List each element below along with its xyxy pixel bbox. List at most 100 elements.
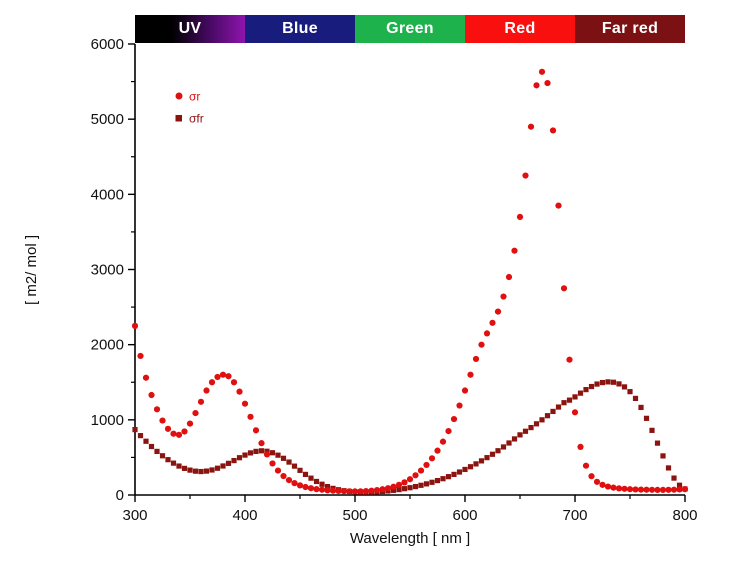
data-point (264, 448, 270, 454)
data-point (253, 448, 259, 455)
data-point (308, 475, 314, 481)
data-point (627, 389, 633, 395)
data-point (192, 468, 199, 474)
data-point (528, 424, 534, 431)
data-point (219, 371, 227, 378)
data-point (307, 485, 315, 492)
data-point (527, 123, 535, 130)
data-point (241, 400, 249, 407)
data-point (632, 395, 639, 402)
data-point (517, 432, 523, 438)
data-point (423, 461, 430, 469)
data-point (555, 404, 562, 410)
data-point (495, 448, 501, 454)
data-point (681, 486, 689, 493)
data-point (621, 485, 628, 492)
legend-marker-square (175, 115, 182, 122)
data-point (473, 461, 479, 467)
series-σr (131, 68, 689, 495)
data-point (594, 381, 600, 387)
data-point (643, 486, 650, 493)
data-point (533, 421, 540, 427)
data-point (533, 82, 540, 89)
data-point (247, 413, 254, 420)
data-point (384, 485, 392, 492)
data-point (500, 444, 507, 450)
data-point (577, 390, 584, 396)
data-point (599, 379, 606, 386)
data-point (593, 478, 601, 485)
legend-label: σfr (189, 112, 204, 126)
data-point (560, 285, 568, 292)
data-point (302, 471, 309, 478)
data-point (187, 467, 193, 473)
data-point (572, 394, 578, 400)
data-point (456, 402, 463, 409)
data-point (214, 465, 221, 471)
data-point (418, 482, 424, 488)
band-label: Green (386, 20, 434, 37)
data-point (461, 387, 469, 394)
data-point (610, 484, 617, 491)
data-point (434, 477, 441, 484)
data-point (258, 448, 265, 454)
data-point (429, 479, 435, 485)
data-point (132, 427, 138, 433)
data-point (176, 463, 182, 469)
data-point (148, 391, 155, 399)
data-point (616, 381, 622, 387)
data-point (544, 413, 551, 419)
data-point (484, 455, 490, 461)
y-ticks: 0 1000 2000 3000 4000 5000 6000 (91, 36, 135, 504)
data-point (231, 457, 237, 464)
data-point (351, 488, 359, 495)
data-point (522, 428, 529, 434)
data-point (626, 486, 634, 493)
data-point (214, 373, 221, 381)
data-point (506, 440, 512, 446)
y-tick-label: 6000 (91, 36, 124, 53)
data-point (296, 482, 304, 489)
data-point (170, 460, 177, 466)
data-point (274, 467, 282, 474)
data-point (252, 427, 260, 434)
data-point (170, 430, 177, 437)
legend-label: σr (189, 90, 200, 104)
data-point (670, 486, 678, 493)
data-point (648, 486, 656, 493)
data-point (263, 451, 271, 458)
data-point (588, 383, 595, 390)
data-point (483, 330, 491, 337)
data-point (511, 247, 518, 254)
data-point (450, 415, 458, 423)
x-tick-label: 600 (452, 507, 477, 524)
data-point (401, 486, 408, 492)
data-point (451, 471, 457, 478)
band-label: Blue (282, 20, 318, 37)
legend-marker-circle (175, 92, 183, 100)
band-uv: UV (135, 15, 245, 43)
data-point (395, 481, 403, 488)
band-label: UV (178, 20, 202, 37)
data-point (637, 486, 645, 493)
data-point (269, 450, 276, 456)
x-tick-label: 800 (672, 507, 697, 524)
data-point (324, 487, 331, 494)
data-point (269, 460, 276, 467)
data-point (406, 476, 414, 483)
data-point (555, 202, 562, 209)
y-axis-title: [ m2/ mol ] (23, 235, 40, 305)
data-point (417, 467, 425, 474)
y-tick-label: 0 (116, 487, 124, 504)
data-point (373, 487, 381, 494)
data-point (660, 453, 666, 459)
band-green: Green (355, 15, 465, 43)
y-tick-label: 4000 (91, 186, 124, 203)
data-point (566, 397, 573, 403)
data-point (538, 68, 546, 75)
data-point (604, 483, 612, 490)
data-point (208, 379, 216, 386)
data-point (472, 355, 480, 363)
band-far-red: Far red (575, 15, 685, 43)
x-tick-label: 500 (342, 507, 367, 524)
